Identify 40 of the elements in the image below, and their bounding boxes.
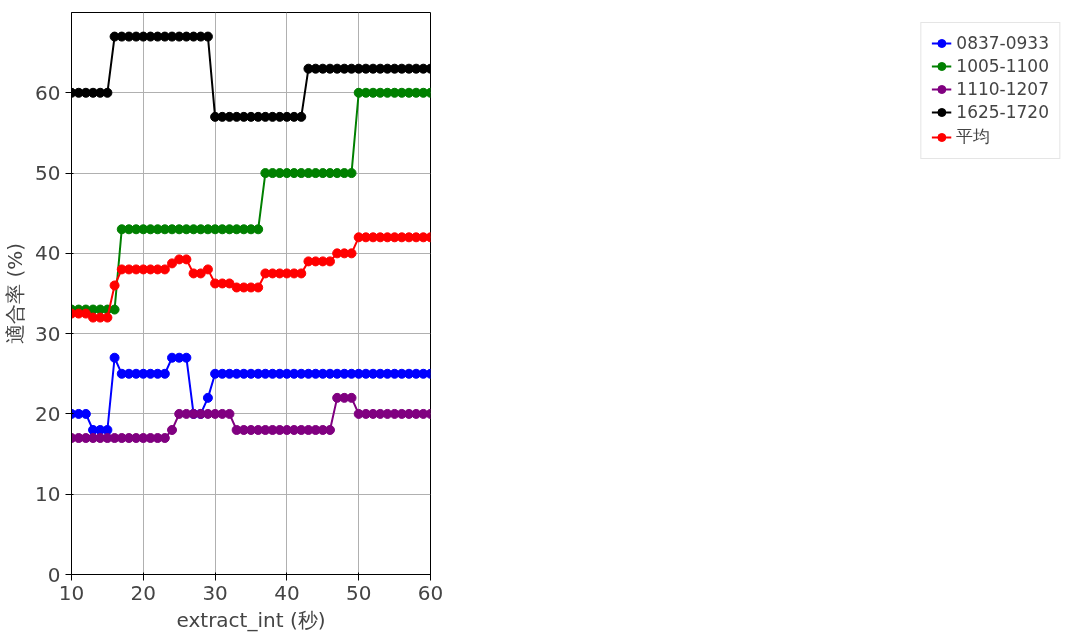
point: [346, 248, 357, 259]
point: [181, 352, 192, 363]
legend-label: 1625-1720: [956, 102, 1049, 122]
point: [346, 168, 357, 179]
point: [296, 268, 307, 279]
x-tick-label: 20: [130, 580, 157, 605]
y-tick-label: 40: [35, 241, 61, 266]
x-axis-title: extract_int (秒): [176, 607, 326, 632]
point: [224, 408, 235, 419]
point: [253, 224, 264, 235]
point: [109, 280, 120, 291]
point: [202, 264, 213, 275]
x-tick-label: 10: [58, 580, 85, 605]
point: [202, 392, 213, 403]
point: [346, 392, 357, 403]
y-tick-label: 0: [47, 562, 61, 587]
point: [253, 282, 264, 293]
point: [109, 352, 120, 363]
point: [102, 312, 113, 323]
y-tick-label: 10: [35, 482, 61, 507]
y-axis-title: 適合率 (%): [3, 243, 28, 344]
point: [224, 278, 235, 289]
point: [167, 258, 178, 269]
legend-label: 1110-1207: [956, 79, 1049, 99]
x-tick-label: 30: [202, 580, 228, 605]
point: [102, 424, 113, 435]
y-tick-label: 30: [35, 321, 61, 346]
y-tick-label: 50: [35, 161, 61, 186]
x-tick-label: 50: [345, 580, 372, 605]
legend-label: 1005-1100: [956, 56, 1049, 76]
y-tick-label: 60: [35, 80, 61, 105]
point: [102, 87, 113, 98]
legend-label: 0837-0933: [956, 33, 1049, 53]
point: [296, 111, 307, 122]
point: [167, 424, 178, 435]
x-tick-label: 60: [417, 580, 444, 605]
x-tick-label: 40: [274, 580, 300, 605]
y-tick-label: 20: [35, 401, 61, 426]
legend-label: 平均: [956, 125, 991, 148]
point: [181, 254, 192, 265]
